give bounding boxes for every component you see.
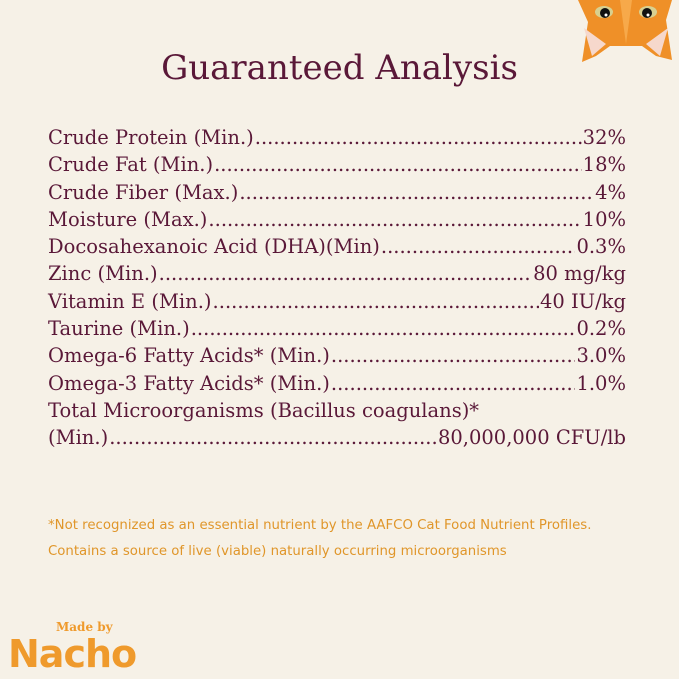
nutrient-label: Crude Fat (Min.) xyxy=(48,153,214,177)
cat-face-icon xyxy=(578,0,672,62)
nutrient-list: Crude Protein (Min.) 32% Crude Fat (Min.)… xyxy=(48,126,626,454)
nutrient-value: 10% xyxy=(582,207,626,231)
nutrient-row: Crude Fiber (Max.) 4% xyxy=(48,181,626,208)
nutrient-row: Crude Protein (Min.) 32% xyxy=(48,126,626,153)
nutrient-label: Omega-6 Fatty Acids* (Min.) xyxy=(48,344,330,368)
nutrient-label: (Min.) xyxy=(48,426,109,450)
nutrient-label: Taurine (Min.) xyxy=(48,317,190,341)
nutrient-row: Crude Fat (Min.) 18% xyxy=(48,153,626,180)
footnote: *Not recognized as an essential nutrient… xyxy=(48,518,592,533)
nutrient-value: 80 mg/kg xyxy=(533,262,626,286)
nutrient-row: Vitamin E (Min.) 40 IU/kg xyxy=(48,290,626,317)
nutrient-label: Docosahexanoic Acid (DHA)(Min) xyxy=(48,235,380,259)
nutrient-label: Moisture (Max.) xyxy=(48,207,208,231)
page-title: Guaranteed Analysis xyxy=(161,48,518,88)
nutrient-value: 80,000,000 CFU/lb xyxy=(437,426,626,450)
nutrient-value: 0.2% xyxy=(576,317,626,341)
logo-made-by: Made by xyxy=(56,620,113,634)
nutrient-value: 3.0% xyxy=(576,344,626,368)
nutrient-row-heading: Total Microorganisms (Bacillus coagulans… xyxy=(48,398,480,422)
nutrient-row: Zinc (Min.) 80 mg/kg xyxy=(48,262,626,289)
nutrient-value: 18% xyxy=(582,153,626,177)
nutrient-row: Taurine (Min.) 0.2% xyxy=(48,317,626,344)
nutrient-row: Omega-6 Fatty Acids* (Min.) 3.0% xyxy=(48,344,626,371)
nutrient-value: 4% xyxy=(595,180,626,204)
nutrient-label: Crude Fiber (Max.) xyxy=(48,180,239,204)
nutrient-value: 0.3% xyxy=(576,235,626,259)
logo-brand: Nacho xyxy=(8,632,137,676)
nutrient-value: 40 IU/kg xyxy=(539,289,626,313)
footnote: Contains a source of live (viable) natur… xyxy=(48,544,507,559)
nutrient-label: Zinc (Min.) xyxy=(48,262,158,286)
nutrient-row: Moisture (Max.) 10% xyxy=(48,208,626,235)
nutrient-label: Omega-3 Fatty Acids* (Min.) xyxy=(48,371,330,395)
nutrient-label: Crude Protein (Min.) xyxy=(48,126,254,149)
nutrient-label: Vitamin E (Min.) xyxy=(48,289,212,313)
nutrient-value: 32% xyxy=(582,126,626,149)
nutrient-row: Omega-3 Fatty Acids* (Min.) 1.0% xyxy=(48,372,626,399)
nutrient-row: Docosahexanoic Acid (DHA)(Min) 0.3% xyxy=(48,235,626,262)
nutrient-row: (Min.) 80,000,000 CFU/lb xyxy=(48,426,626,453)
nutrient-value: 1.0% xyxy=(576,371,626,395)
